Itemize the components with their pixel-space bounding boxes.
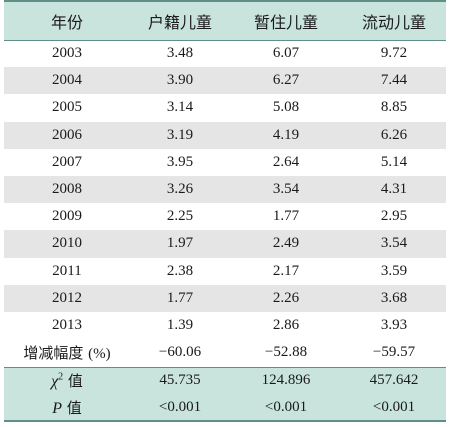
value-cell: 3.26	[166, 181, 194, 198]
table-row: 2008 3.26 3.54 4.31	[4, 175, 446, 204]
value-cell: 1.77	[272, 208, 300, 225]
year-cell: 2009	[52, 208, 82, 225]
value-cell: 5.14	[380, 153, 408, 170]
year-cell: 2012	[52, 289, 82, 306]
chi-square-row: χ2 值 45.735 124.896 457.642	[4, 367, 446, 395]
statistics-table: 年份 户籍儿童 暂住儿童 流动儿童 2003 3.48 6.07 9.72 20…	[4, 0, 446, 423]
year-cell: 2003	[52, 45, 82, 62]
value-cell: 2.26	[272, 289, 300, 306]
value-cell: 3.68	[380, 289, 408, 306]
value-cell: 5.08	[272, 99, 300, 116]
table-row: 2003 3.48 6.07 9.72	[4, 40, 446, 67]
value-cell: <0.001	[230, 394, 342, 423]
p-value-row: P 值 <0.001 <0.001 <0.001	[4, 394, 446, 423]
value-cell: 3.14	[166, 99, 194, 116]
change-rate-label-text: 增减幅度	[23, 344, 84, 363]
header-temporary-children: 暂住儿童	[230, 0, 342, 41]
value-cell: 2.17	[272, 262, 300, 279]
value-cell: 2.95	[380, 208, 408, 225]
value-cell: 3.19	[166, 126, 194, 143]
table-row: 2006 3.19 4.19 6.26	[4, 121, 446, 149]
value-cell: 1.97	[166, 235, 194, 252]
year-cell: 2013	[52, 316, 82, 333]
value-cell: 6.07	[272, 45, 300, 62]
year-cell: 2005	[52, 99, 82, 116]
value-cell: 45.735	[159, 372, 201, 389]
table-row: 2010 1.97 2.49 3.54	[4, 230, 446, 258]
value-cell: 3.48	[166, 45, 194, 62]
table-header-row: 年份 户籍儿童 暂住儿童 流动儿童	[4, 0, 446, 41]
value-cell: 3.95	[166, 153, 194, 170]
value-cell: 1.77	[166, 289, 194, 306]
value-cell: 7.44	[380, 72, 408, 89]
value-cell: 3.59	[380, 262, 408, 279]
p-value-label: P 值	[4, 394, 130, 423]
chi-suffix: 值	[67, 372, 83, 391]
value-cell: 3.90	[166, 72, 194, 89]
year-cell: 2004	[52, 72, 82, 89]
data-table-container: 年份 户籍儿童 暂住儿童 流动儿童 2003 3.48 6.07 9.72 20…	[4, 0, 446, 427]
header-registered-children: 户籍儿童	[130, 0, 230, 41]
value-cell: 6.26	[380, 126, 408, 143]
year-cell: 2010	[52, 235, 82, 252]
year-cell: 2011	[52, 262, 82, 279]
value-cell: 3.54	[272, 181, 300, 198]
value-cell: 3.54	[380, 235, 408, 252]
table-row: 2009 2.25 1.77 2.95	[4, 203, 446, 230]
chi-superscript: 2	[58, 371, 64, 383]
value-cell: 1.39	[166, 316, 194, 333]
value-cell: 3.93	[380, 316, 408, 333]
value-cell: −52.88	[230, 339, 342, 368]
table-row: 2013 1.39 2.86 3.93	[4, 312, 446, 339]
year-cell: 2006	[52, 126, 82, 143]
year-cell: 2007	[52, 153, 82, 170]
chi-symbol: χ2	[51, 371, 64, 391]
value-cell: 2.86	[272, 316, 300, 333]
value-cell: −59.57	[342, 339, 446, 368]
year-cell: 2008	[52, 181, 82, 198]
value-cell: <0.001	[130, 394, 230, 423]
value-cell: 2.64	[272, 153, 300, 170]
change-rate-unit: (%)	[88, 346, 111, 363]
value-cell: 4.19	[272, 126, 300, 143]
header-migrant-children: 流动儿童	[342, 0, 446, 41]
change-rate-label: 增减幅度 (%)	[4, 339, 130, 368]
change-rate-row: 增减幅度 (%) −60.06 −52.88 −59.57	[4, 339, 446, 368]
value-cell: 2.25	[166, 208, 194, 225]
header-year: 年份	[4, 0, 130, 41]
table-row: 2004 3.90 6.27 7.44	[4, 67, 446, 95]
chi-letter: χ	[51, 373, 59, 391]
value-cell: 124.896	[261, 372, 311, 389]
table-row: 2012 1.77 2.26 3.68	[4, 284, 446, 312]
value-cell: 6.27	[272, 72, 300, 89]
value-cell: 8.85	[380, 99, 408, 116]
chi-square-label: χ2 值	[4, 367, 130, 394]
value-cell: 4.31	[380, 181, 408, 198]
table-row: 2011 2.38 2.17 3.59	[4, 258, 446, 285]
table-row: 2005 3.14 5.08 8.85	[4, 94, 446, 121]
value-cell: 9.72	[380, 45, 408, 62]
value-cell: 2.49	[272, 235, 300, 252]
value-cell: <0.001	[342, 394, 446, 423]
value-cell: −60.06	[130, 339, 230, 368]
p-suffix: 值	[66, 398, 82, 417]
value-cell: 2.38	[166, 262, 194, 279]
table-row: 2007 3.95 2.64 5.14	[4, 149, 446, 176]
value-cell: 457.642	[369, 372, 419, 389]
p-symbol: P	[52, 399, 62, 417]
